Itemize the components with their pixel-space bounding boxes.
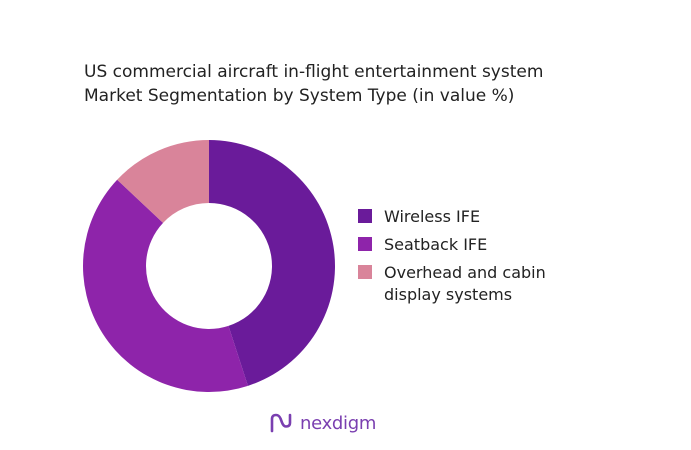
legend-item: Seatback IFE	[358, 234, 588, 256]
legend-swatch	[358, 237, 372, 251]
legend-label: Overhead and cabin display systems	[384, 263, 546, 304]
donut-slices	[82, 140, 336, 393]
nexdigm-logo-icon	[270, 413, 292, 433]
legend-label: Seatback IFE	[384, 235, 488, 254]
legend-swatch	[358, 209, 372, 223]
donut-slice-wireless-ife	[209, 140, 336, 386]
legend-item: Overhead and cabin display systems	[358, 262, 588, 306]
legend-label: Wireless IFE	[384, 207, 481, 226]
legend-item: Wireless IFE	[358, 206, 588, 228]
brand-logo: nexdigm	[268, 410, 376, 436]
chart-title-line-1: US commercial aircraft in-flight enterta…	[84, 62, 544, 82]
chart-legend: Wireless IFE Seatback IFE Overhead and cab…	[358, 206, 588, 312]
chart-title-line-2: Market Segmentation by System Type (in v…	[84, 86, 515, 106]
chart-title: US commercial aircraft in-flight enterta…	[84, 60, 644, 108]
legend-swatch	[358, 265, 372, 279]
brand-name: nexdigm	[300, 412, 377, 434]
donut-slice-overhead-and-cabin-display-systems	[117, 140, 209, 223]
donut-slice-seatback-ife	[82, 179, 248, 393]
